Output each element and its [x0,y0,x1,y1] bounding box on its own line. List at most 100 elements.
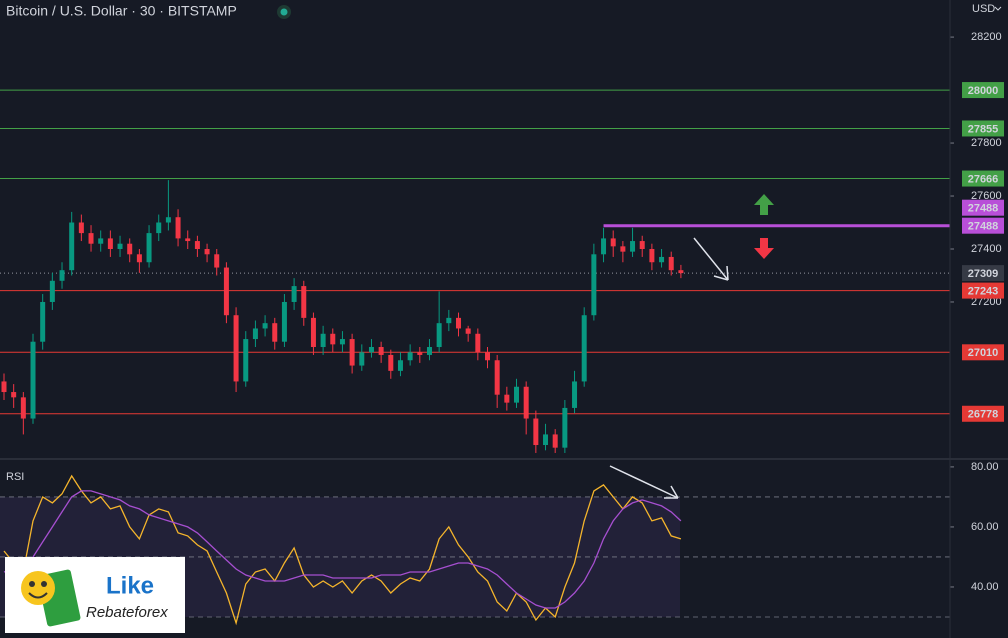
candle-body [165,217,171,223]
candle-body [436,323,442,348]
candle-body [359,352,365,366]
candle-body [455,317,461,329]
y-tick-label: 80.00 [971,461,999,473]
rsi-line [3,474,682,626]
candle-body [610,238,616,247]
candle-body [262,323,268,329]
candle-body [368,347,374,353]
price-label-bg [962,344,1004,361]
price-label-bg [962,199,1004,216]
candle-body [59,270,65,281]
candle-body [475,333,481,353]
price-label-bg [962,282,1004,299]
candle-body [127,243,133,255]
candle-body [678,270,684,274]
up-arrow [754,194,774,215]
logo-text: Rebateforex [86,604,168,621]
candle-body [223,267,229,316]
candle-body [388,354,394,371]
logo: Like Rebateforex [5,557,185,633]
candle-body [30,341,36,419]
candle-body [533,418,539,446]
candle-body [310,317,316,348]
candle-body [214,254,220,268]
candle-body [581,315,587,382]
chart-title: Bitcoin / U.S. Dollar · 30 · BITSTAMP [6,3,237,19]
candle-body [40,301,46,342]
rsi-line [3,490,682,609]
candle-body [146,233,152,263]
candle-body [630,241,636,252]
candle-body [204,248,210,255]
candle-body [417,352,423,355]
logo-eye [41,581,47,587]
price-label-bg [962,120,1004,137]
candle-body [233,315,239,382]
price-label-bg [962,82,1004,99]
price-label: 28000 [968,85,999,97]
candle-body [1,381,7,393]
candle-body [20,397,26,419]
candle-body [649,248,655,263]
candle-body [88,233,94,244]
candle-body [320,333,326,348]
candle-body [514,386,520,403]
candle-body [49,280,55,302]
price-label: 27855 [968,123,999,135]
price-label: 27010 [968,347,999,359]
candle-body [156,222,162,234]
candle-body [291,286,297,302]
candle-body [562,407,568,448]
logo-smile [28,592,48,599]
price-label: 26778 [968,409,999,421]
price-label: 27243 [968,285,999,297]
price-label-bg [962,217,1004,234]
candle-body [243,339,249,382]
candle-body [78,222,84,234]
candle-body [107,238,113,249]
currency-caret [994,6,1002,11]
down-arrow [754,238,774,259]
candle-body [136,254,142,263]
y-tick-label: 27200 [971,296,1002,308]
candle-body [252,328,258,340]
currency[interactable]: USD [972,3,995,15]
rsi-title: RSI [6,471,24,483]
candle-body [378,347,384,355]
price-label: 27666 [968,173,999,185]
y-tick-label: 27400 [971,243,1002,255]
candle-body [69,222,75,271]
candle-body [465,328,471,334]
price-label: 27488 [968,221,999,233]
candle-body [117,243,123,249]
candle-body [668,256,674,271]
candle-body [397,360,403,371]
candle-body [175,217,181,239]
candle-body [543,434,549,446]
logo-text: Like [106,572,154,599]
candle-body [349,339,355,366]
y-tick-label: 27600 [971,190,1002,202]
candle-body [339,339,345,345]
candle-body [446,317,452,324]
y-tick-label: 40.00 [971,581,999,593]
candle-body [504,394,510,403]
candle-body [98,238,104,244]
price-label-bg [962,405,1004,422]
price-label-bg [962,170,1004,187]
candle-body [639,241,645,249]
candle-body [272,323,278,342]
candle-body [426,347,432,355]
logo-face [21,571,55,605]
candle-body [572,381,578,408]
candle-body [552,434,558,448]
candle-body [11,392,17,398]
candle-body [407,352,413,361]
price-label-bg [962,265,1004,282]
candle-body [591,254,597,316]
arrow-annotation [693,237,729,281]
candle-body [494,360,500,395]
